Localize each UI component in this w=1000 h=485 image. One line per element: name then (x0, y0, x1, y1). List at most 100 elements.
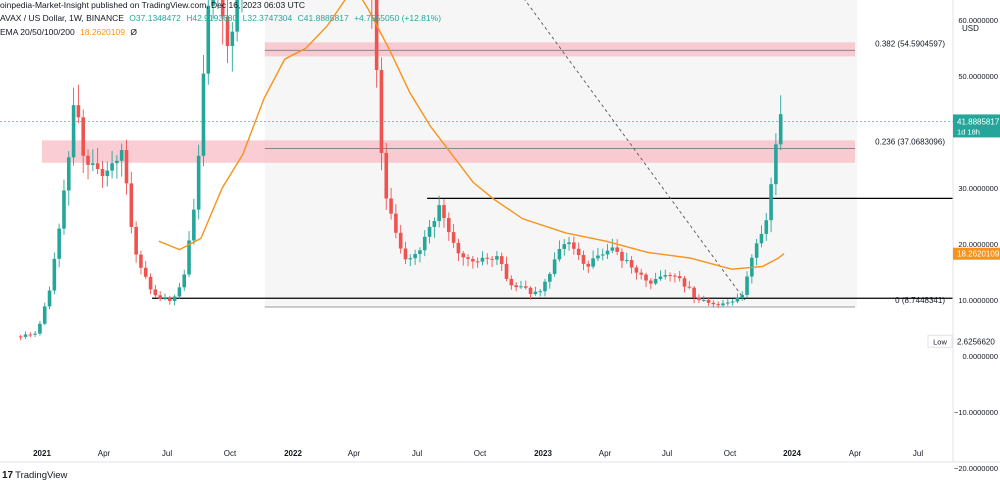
price-axis[interactable] (953, 0, 1000, 462)
candle-body (629, 259, 634, 268)
candle-body (466, 257, 470, 259)
candle-body (148, 276, 153, 290)
candle-body (235, 0, 239, 32)
candle-body (658, 276, 663, 280)
time-tick-label: Apr (348, 449, 361, 458)
bar-countdown-label: 1d 18h (957, 127, 980, 136)
candle-body (52, 258, 57, 291)
candle-body (139, 254, 143, 268)
candle-body (134, 226, 138, 255)
candle-body (673, 275, 677, 277)
candle-body (100, 169, 105, 177)
candle-body (86, 155, 90, 165)
price-tick-label: 10.0000000 (958, 296, 998, 305)
low-value-label: 2.6256620 (957, 337, 995, 346)
fib-level-label: 0.382 (54.5904597) (875, 39, 945, 48)
low-tag-label: Low (933, 337, 947, 346)
candle-body (33, 333, 37, 335)
candle-body (182, 274, 187, 288)
candle-body (422, 236, 427, 251)
candle-body (759, 233, 764, 244)
candle-body (692, 287, 696, 298)
candle-body (196, 155, 201, 210)
candle-body (523, 286, 528, 288)
candle-body (394, 213, 398, 233)
candle-body (653, 279, 658, 284)
candle-body (576, 248, 581, 256)
candle-body (644, 274, 648, 281)
time-tick-label: Apr (849, 449, 862, 458)
candle-body (725, 302, 730, 304)
fib-level-label: 0.236 (37.0683096) (875, 137, 945, 146)
candle-body (47, 290, 52, 307)
candle-body (567, 242, 571, 245)
candle-body (615, 247, 619, 252)
candle-body (591, 258, 595, 267)
ohlc-open: O37.1348472 (129, 13, 181, 23)
candle-body (211, 0, 215, 6)
candle-body (572, 242, 576, 249)
candle-body (105, 170, 110, 177)
ema-hidden-icon[interactable]: Ø (130, 27, 137, 37)
candle-body (485, 257, 490, 259)
candle-body (649, 280, 653, 284)
candle-body (177, 287, 182, 297)
candle-body (528, 287, 533, 295)
time-tick-label: Jul (162, 449, 172, 458)
candle-body (509, 278, 514, 286)
candle-body (398, 232, 403, 249)
time-tick-label: Apr (599, 449, 612, 458)
candle-body (451, 232, 456, 243)
tradingview-logo-icon: 17 (2, 470, 14, 481)
ema-price-tag (953, 247, 1000, 260)
candle-body (456, 242, 461, 254)
candle-body (379, 69, 384, 153)
candle-body (624, 259, 629, 261)
candle-body (129, 183, 134, 227)
tradingview-logo-text: TradingView (15, 470, 68, 481)
candle-body (143, 267, 148, 277)
candle-body (706, 300, 711, 303)
candle-body (499, 256, 504, 265)
candle-body (769, 184, 773, 221)
candle-body (124, 150, 129, 184)
candle-body (745, 276, 749, 295)
candle-body (81, 117, 86, 156)
candle-body (220, 0, 225, 17)
candle-body (119, 150, 124, 161)
time-tick-label: Apr (98, 449, 111, 458)
candle-body (778, 114, 783, 145)
publish-text: oinpedia-Market-Insight published on Tra… (0, 0, 306, 10)
candle-body (163, 298, 167, 300)
candle-body (495, 256, 499, 260)
ohlc-low: L32.3747304 (242, 13, 293, 23)
candle-body (721, 303, 725, 306)
ohlc-change: +4.7555050 (+12.81%) (354, 13, 442, 23)
fib-level-label: 0 (8.7448341) (895, 296, 945, 305)
candle-body (153, 289, 158, 296)
candle-body (600, 254, 605, 256)
candle-body (413, 253, 417, 259)
ema-value: 18.2620109 (80, 27, 125, 37)
candle-body (754, 243, 759, 258)
candle-body (172, 296, 177, 301)
candle-body (490, 258, 494, 260)
candle-body (557, 248, 562, 260)
candle-body (480, 257, 485, 262)
candle-body (711, 302, 716, 305)
legend-ema-row[interactable]: EMA 20/50/100/200 18.2620109 Ø (0, 27, 140, 37)
time-tick-label: Oct (224, 449, 237, 458)
candle-body (403, 248, 408, 260)
time-tick-label: 2023 (534, 449, 552, 458)
last-price-tag (953, 114, 1000, 138)
time-tick-label: 2024 (783, 449, 801, 458)
candle-body (533, 291, 538, 295)
candle-body (427, 226, 432, 237)
candle-body (475, 261, 480, 263)
candle-body (432, 221, 437, 227)
candle-body (730, 301, 735, 303)
candle-body (548, 273, 552, 282)
price-tick-label: 30.0000000 (958, 184, 998, 193)
time-tick-label: 2022 (284, 449, 302, 458)
